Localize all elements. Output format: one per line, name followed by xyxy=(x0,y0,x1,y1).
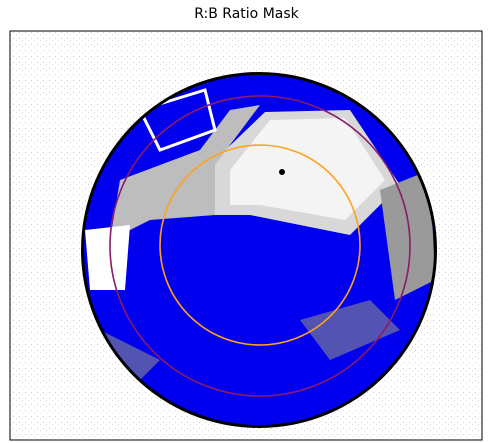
left-bright-region xyxy=(85,225,130,290)
wall-region xyxy=(110,105,260,240)
plot-title: R:B Ratio Mask xyxy=(194,6,299,22)
center-marker xyxy=(279,169,285,175)
right-wall-region xyxy=(380,170,434,300)
inner-ring xyxy=(159,144,361,346)
lower-gray-region xyxy=(300,300,400,360)
lower-left-gray xyxy=(95,330,160,380)
outer-ring xyxy=(109,95,411,397)
